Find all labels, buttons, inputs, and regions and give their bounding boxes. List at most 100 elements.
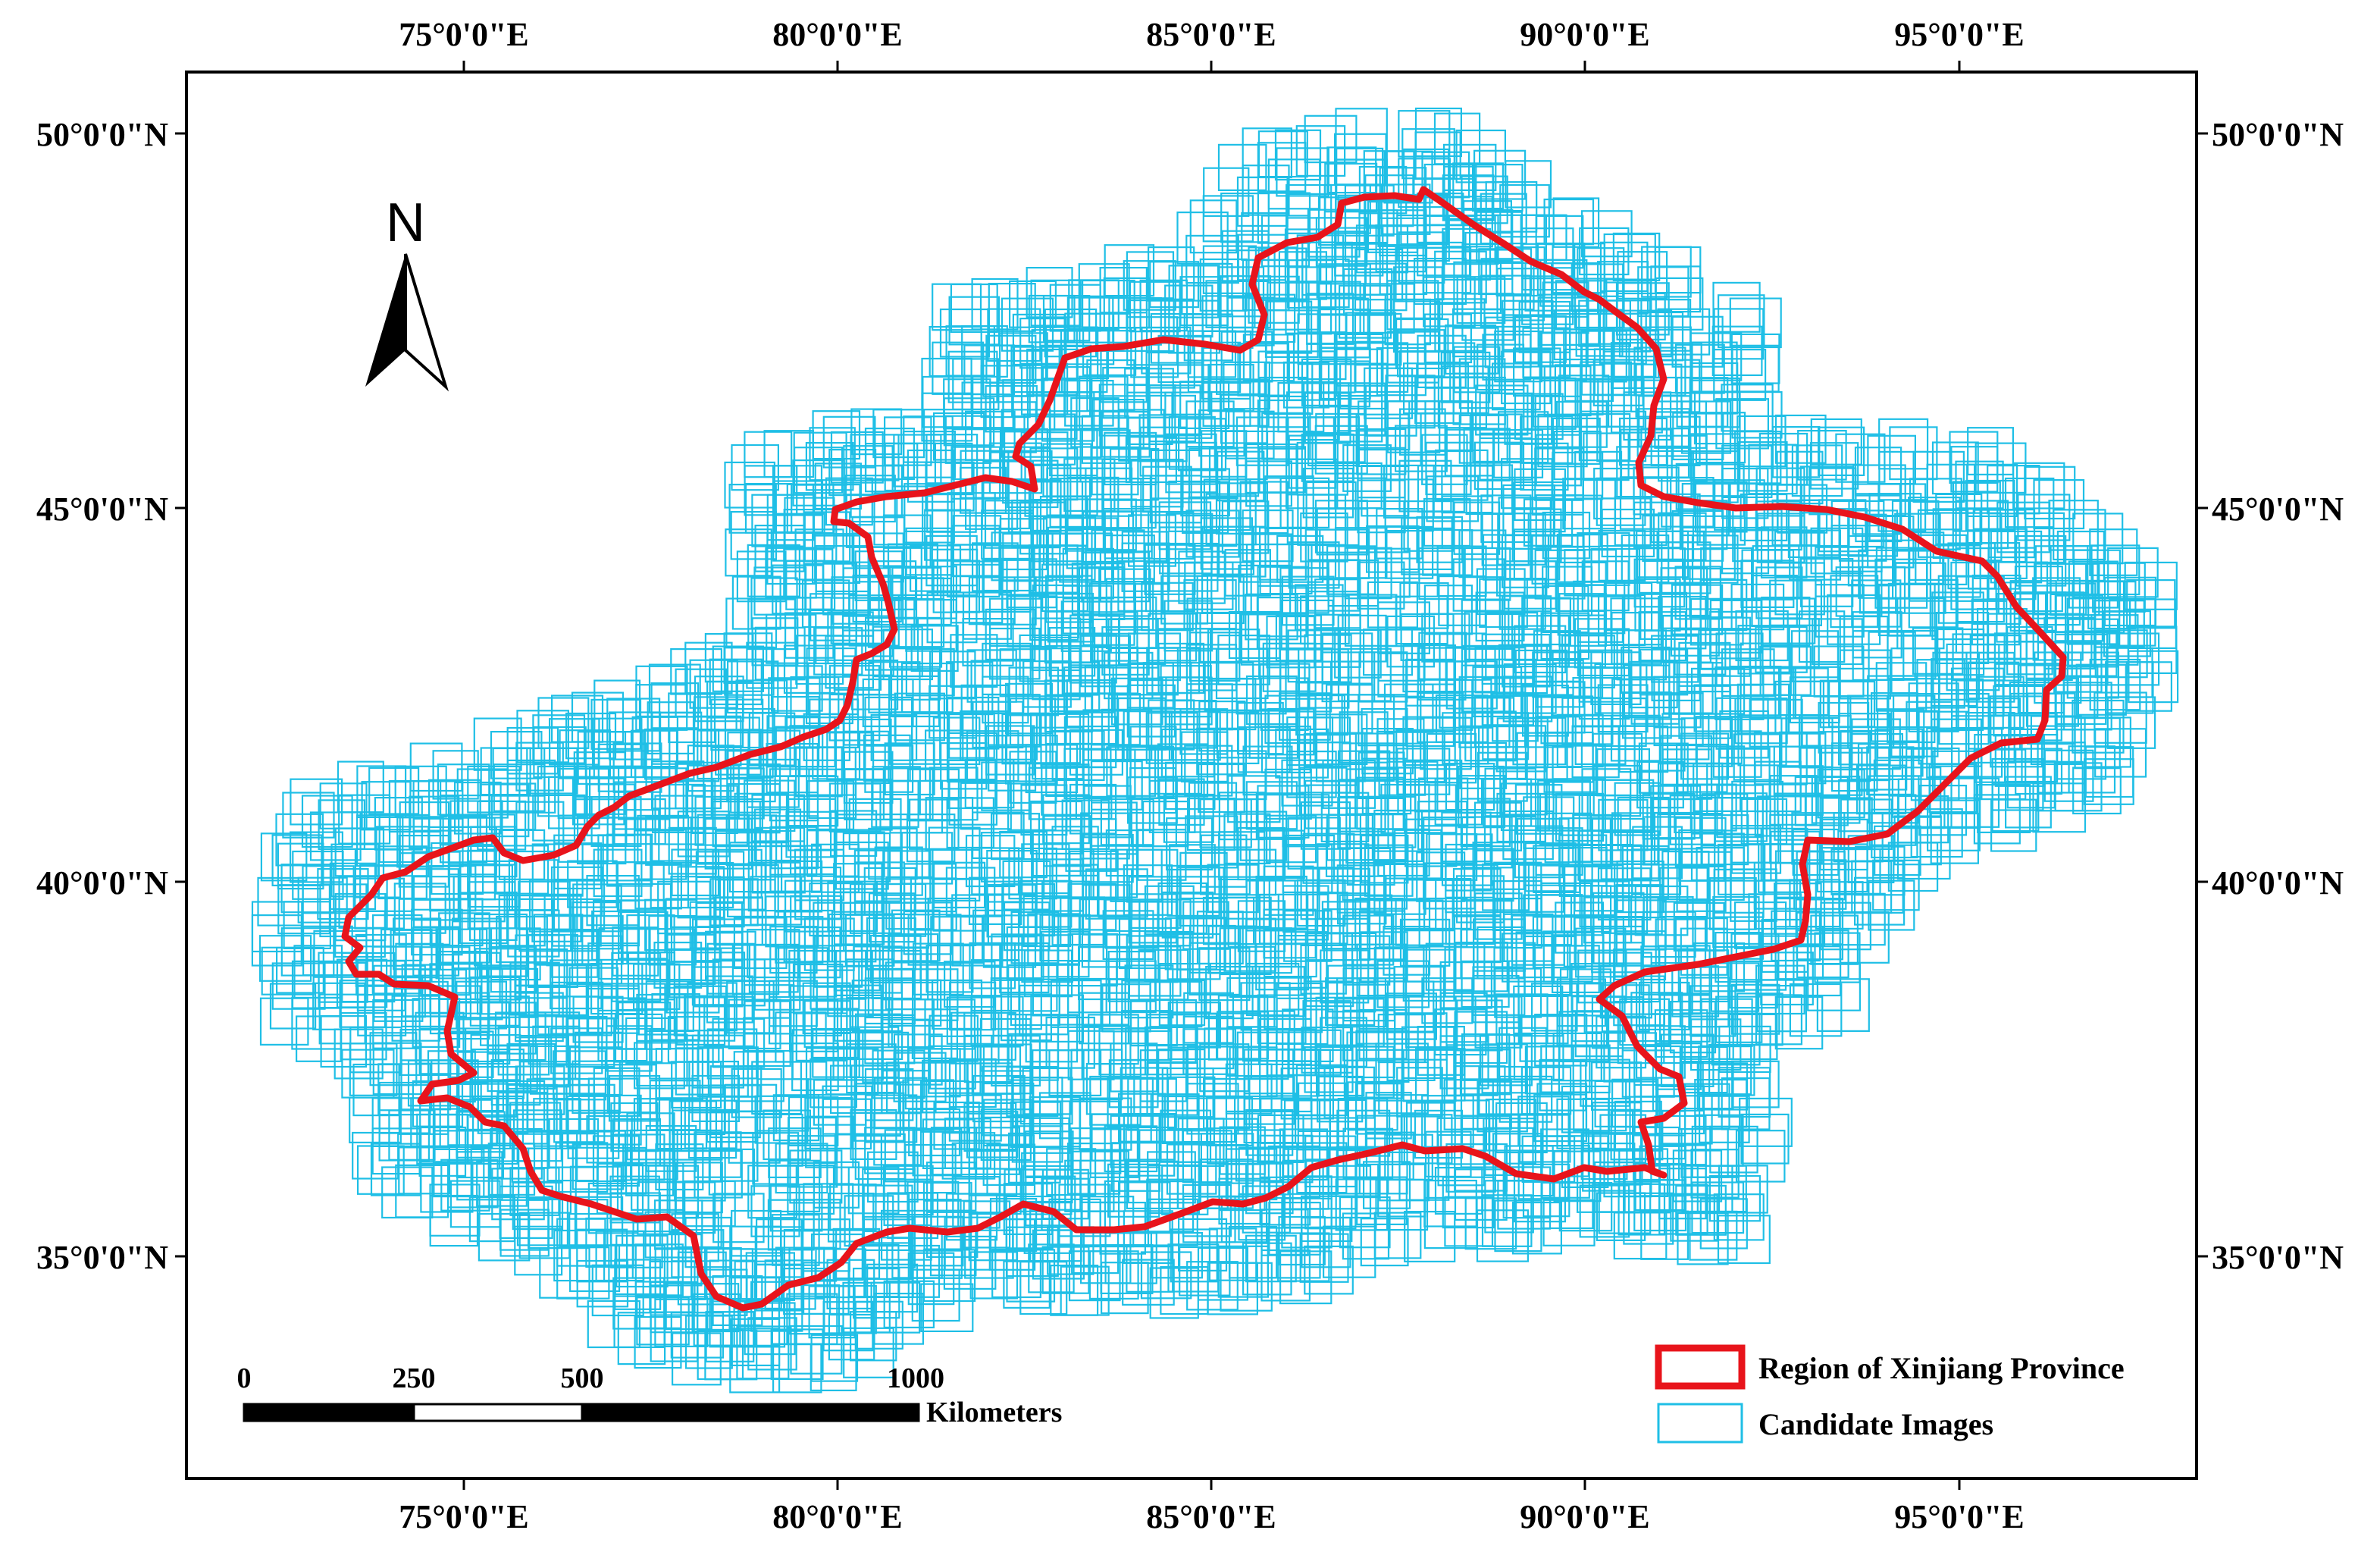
candidate-image-footprint [854, 1300, 903, 1350]
candidate-image-footprint [1908, 682, 1959, 732]
candidate-image-footprint [1535, 434, 1582, 487]
candidate-image-footprint [1422, 528, 1473, 576]
candidate-image-footprint [456, 1017, 511, 1065]
candidate-image-footprint [1287, 1146, 1339, 1195]
candidate-image-footprint [1141, 582, 1194, 632]
candidate-image-footprint [1868, 879, 1915, 931]
candidate-image-footprint [515, 1065, 565, 1115]
candidate-image-footprint [1044, 575, 1093, 623]
candidate-image-footprint [1497, 1180, 1552, 1230]
candidate-image-footprint [766, 613, 817, 664]
candidate-image-footprint [1377, 645, 1425, 698]
candidate-image-footprint [2089, 528, 2138, 576]
candidate-image-footprint [1205, 493, 1257, 546]
candidate-image-footprint [1327, 559, 1379, 607]
candidate-image-footprint [1854, 876, 1906, 926]
candidate-image-footprint [1839, 911, 1890, 964]
candidate-image-footprint [808, 768, 857, 820]
candidate-image-footprint [412, 780, 464, 832]
candidate-image-footprint [1287, 817, 1341, 870]
lon-label-bottom: 95°0'0"E [1894, 1498, 2025, 1535]
candidate-image-footprint [1670, 608, 1720, 657]
candidate-image-footprint [1779, 731, 1827, 785]
candidate-image-footprint [1695, 412, 1746, 464]
candidate-image-footprint [853, 1092, 905, 1142]
candidate-image-footprint [1066, 1142, 1121, 1195]
candidate-image-footprint [671, 848, 720, 897]
candidate-image-footprint [1524, 842, 1577, 892]
candidate-image-footprint [1669, 1000, 1717, 1054]
candidate-image-footprint [1623, 1192, 1674, 1245]
candidate-image-footprint [783, 548, 834, 599]
candidate-image-footprint [1619, 998, 1671, 1046]
candidate-image-footprint [1098, 568, 1151, 617]
candidate-image-footprint [1558, 1181, 1613, 1232]
candidate-image-footprint [763, 1109, 812, 1161]
candidate-image-footprint [1334, 629, 1382, 679]
candidate-image-footprint [1973, 794, 2021, 845]
candidate-image-footprint [1122, 1259, 1175, 1306]
scale-tick-label: 500 [561, 1362, 604, 1394]
candidate-image-footprint [1593, 467, 1642, 520]
candidate-image-footprint [1300, 512, 1348, 563]
candidate-image-footprint [1760, 526, 1808, 578]
candidate-image-footprint [1123, 864, 1173, 916]
candidate-image-footprint [925, 1162, 977, 1212]
candidate-image-footprint [2073, 549, 2122, 599]
candidate-image-footprint [650, 682, 700, 729]
candidate-image-footprint [487, 1045, 538, 1093]
candidate-image-footprint [1011, 499, 1061, 549]
candidate-image-footprint [1868, 794, 1917, 846]
candidate-image-footprint [318, 799, 366, 851]
candidate-image-footprint [1343, 1046, 1395, 1099]
candidate-image-footprint [1442, 1176, 1495, 1229]
candidate-image-footprint [1657, 898, 1708, 950]
candidate-image-footprint [1148, 779, 1196, 833]
candidate-image-footprint [654, 795, 705, 845]
candidate-image-footprint [1952, 481, 2001, 532]
candidate-image-footprint [420, 1161, 474, 1213]
candidate-image-footprint [1749, 667, 1796, 720]
candidate-image-footprint [516, 710, 570, 763]
candidate-image-footprint [966, 1111, 1019, 1159]
candidate-image-footprint [1760, 952, 1814, 1006]
scale-unit-label: Kilometers [926, 1397, 1062, 1428]
candidate-image-footprint [1098, 868, 1148, 918]
candidate-image-footprint [1208, 1227, 1257, 1281]
candidate-image-footprint [728, 999, 781, 1050]
candidate-image-footprint [1966, 463, 2018, 517]
candidate-image-footprint [1067, 1030, 1115, 1080]
candidate-image-footprint [1807, 962, 1861, 1011]
candidate-image-footprint [1693, 391, 1741, 445]
candidate-image-footprint [1931, 678, 1984, 732]
candidate-image-footprint [1887, 582, 1936, 637]
candidate-image-footprint [1356, 1176, 1408, 1225]
candidate-image-footprint [507, 1083, 558, 1133]
candidate-image-footprint [2006, 626, 2053, 676]
candidate-image-footprint [1887, 842, 1939, 892]
candidate-image-footprint [1614, 495, 1668, 547]
candidate-image-footprint [787, 1164, 835, 1215]
candidate-image-footprint [943, 397, 995, 447]
candidate-image-footprint [320, 1014, 368, 1068]
candidate-image-footprint [794, 926, 841, 979]
candidate-image-footprint [1476, 1209, 1530, 1262]
candidate-image-footprint [1774, 995, 1824, 1050]
candidate-image-footprint [1354, 262, 1408, 312]
candidate-image-footprint [1179, 381, 1230, 430]
candidate-image-footprint [1169, 844, 1216, 895]
candidate-image-footprint [1107, 694, 1162, 747]
candidate-image-footprint [1160, 728, 1215, 778]
candidate-image-footprint [1127, 514, 1176, 567]
candidate-image-footprint [766, 531, 816, 585]
candidate-image-footprint [630, 729, 678, 779]
candidate-image-footprint [842, 1281, 891, 1334]
candidate-image-footprint [972, 701, 1024, 749]
candidate-image-footprint [514, 1225, 563, 1276]
candidate-image-footprint [1418, 897, 1468, 948]
candidate-image-footprint [1380, 183, 1431, 235]
top-longitude-labels: 75°0'0"E 80°0'0"E 85°0'0"E 90°0'0"E 95°0… [399, 16, 2025, 53]
candidate-image-footprint [867, 596, 916, 648]
candidate-image-footprint [980, 832, 1033, 883]
candidate-image-footprint [1698, 628, 1751, 677]
